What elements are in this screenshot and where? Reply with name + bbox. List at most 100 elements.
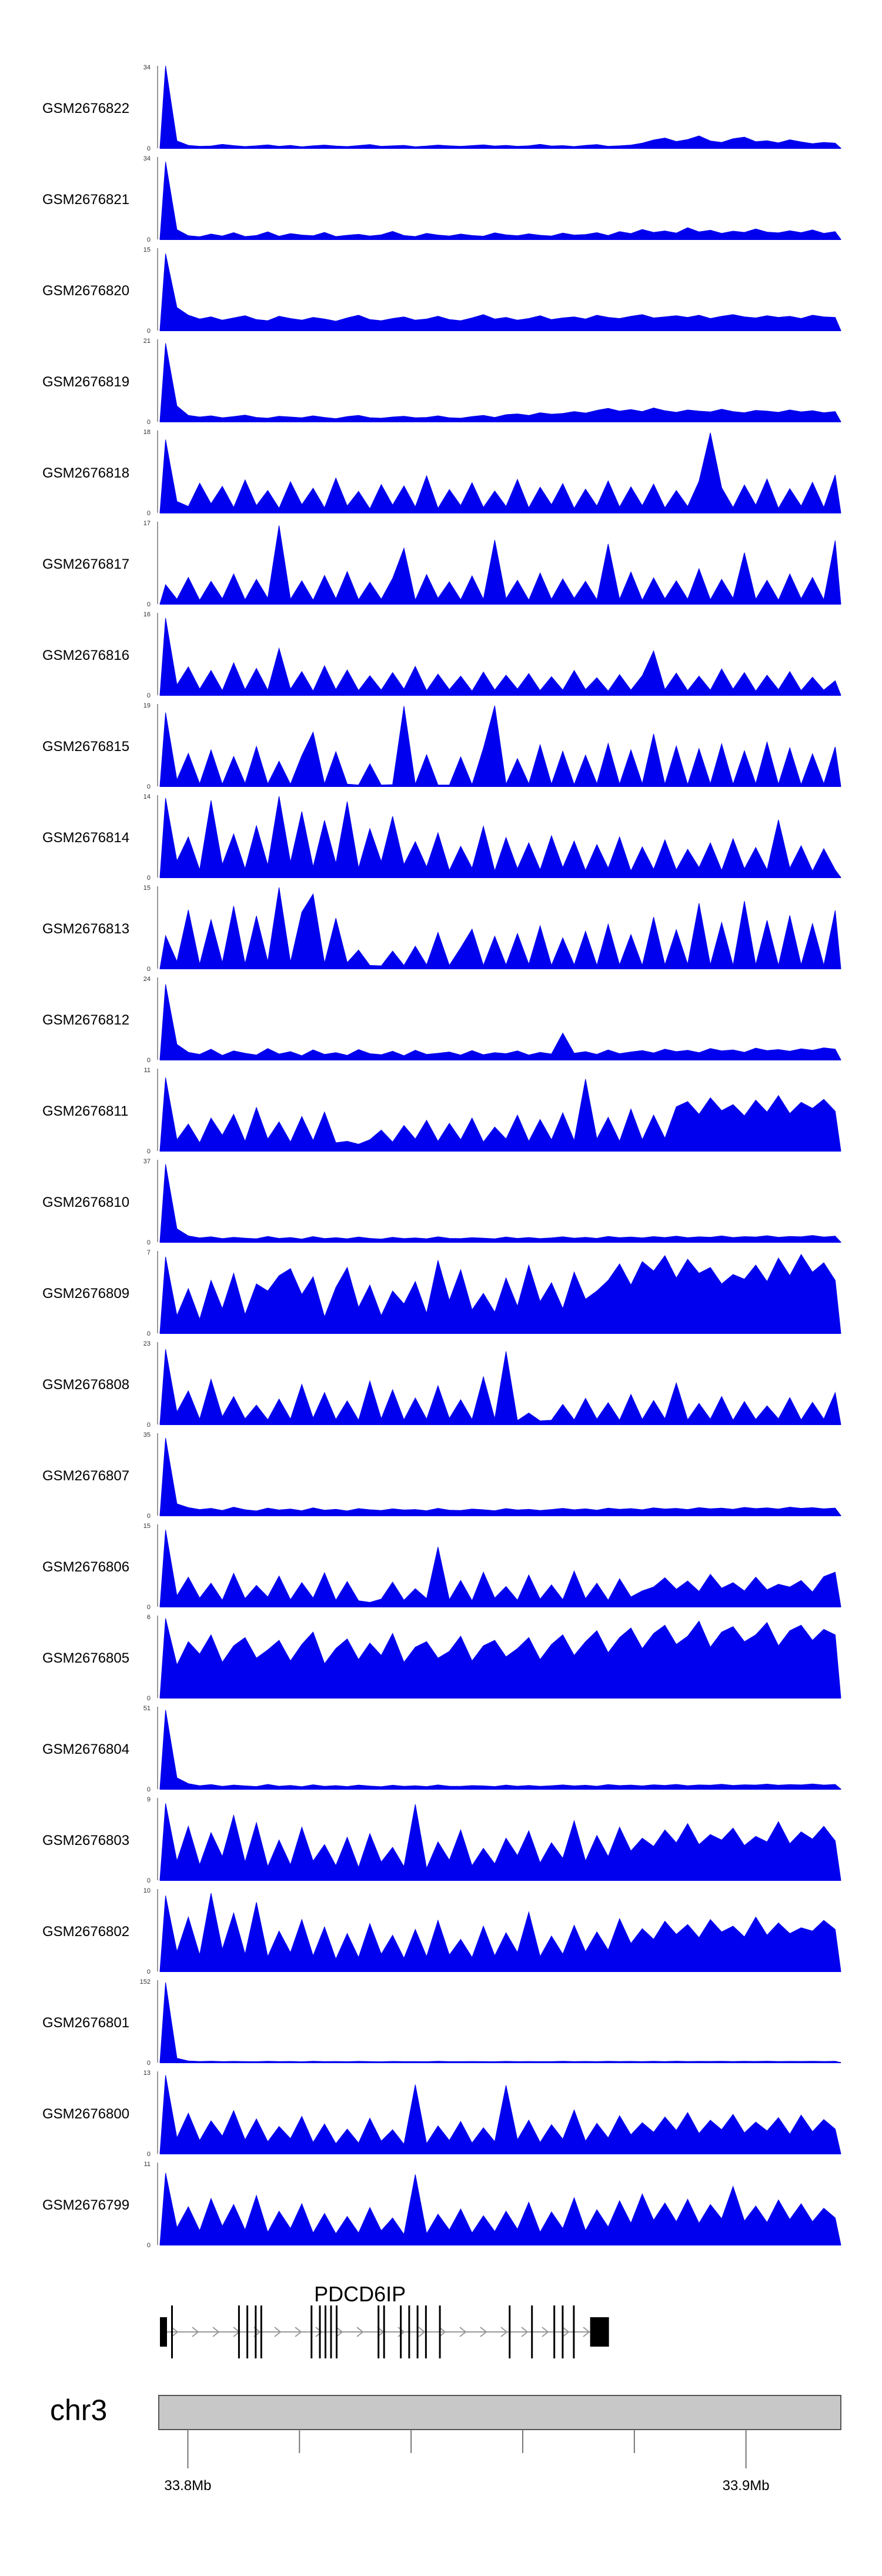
gene-exon xyxy=(171,2305,173,2358)
gene-name-label: PDCD6IP xyxy=(314,2282,406,2306)
track-y-min-label: 0 xyxy=(147,966,151,973)
track-coverage-area xyxy=(159,1982,841,2063)
track-GSM2676821: GSM2676821 34 0 xyxy=(42,155,841,243)
strand-arrow xyxy=(583,2327,590,2337)
track-y-max-label: 19 xyxy=(143,702,151,709)
track-GSM2676803: GSM2676803 9 0 xyxy=(42,1796,841,1884)
strand-arrow xyxy=(295,2327,302,2337)
track-GSM2676812: GSM2676812 24 0 xyxy=(42,976,841,1064)
gene-exon xyxy=(377,2305,380,2358)
track-coverage-area xyxy=(159,1437,841,1516)
track-label: GSM2676811 xyxy=(42,1103,128,1119)
track-GSM2676814: GSM2676814 14 0 xyxy=(42,793,841,882)
track-coverage-area xyxy=(159,705,841,787)
chromosome-ideogram: chr3 33.8Mb 33.9Mb xyxy=(50,2394,841,2494)
track-y-max-label: 11 xyxy=(144,2161,151,2168)
gene-exon xyxy=(319,2305,321,2358)
track-label: GSM2676814 xyxy=(42,830,129,846)
track-y-max-label: 152 xyxy=(140,1978,151,1986)
track-y-max-label: 34 xyxy=(143,155,151,162)
track-GSM2676799: GSM2676799 11 0 xyxy=(42,2161,841,2249)
gene-exon xyxy=(439,2305,441,2358)
track-coverage-area xyxy=(159,796,841,878)
gene-exon xyxy=(408,2305,410,2358)
track-y-max-label: 10 xyxy=(143,1887,151,1894)
track-label: GSM2676804 xyxy=(42,1741,129,1757)
track-y-min-label: 0 xyxy=(147,2242,151,2249)
track-GSM2676813: GSM2676813 15 0 xyxy=(42,885,841,973)
strand-arrow xyxy=(562,2327,570,2337)
track-label: GSM2676801 xyxy=(42,2015,129,2031)
chromosome-label: chr3 xyxy=(50,2394,107,2427)
gene-exon xyxy=(553,2305,556,2358)
track-GSM2676820: GSM2676820 15 0 xyxy=(42,246,841,335)
track-y-max-label: 17 xyxy=(143,520,151,527)
gene-exon xyxy=(562,2305,564,2358)
gene-exon xyxy=(400,2305,402,2358)
strand-arrow xyxy=(315,2327,323,2337)
track-y-min-label: 0 xyxy=(147,1057,151,1064)
strand-arrow xyxy=(418,2327,426,2337)
track-GSM2676816: GSM2676816 16 0 xyxy=(42,611,841,699)
track-GSM2676809: GSM2676809 7 0 xyxy=(42,1249,841,1337)
track-GSM2676805: GSM2676805 6 0 xyxy=(42,1614,841,1702)
track-coverage-area xyxy=(159,343,841,422)
track-GSM2676806: GSM2676806 15 0 xyxy=(42,1523,841,1611)
track-y-max-label: 7 xyxy=(147,1249,151,1256)
track-y-min-label: 0 xyxy=(147,1330,151,1337)
strand-arrow xyxy=(521,2327,529,2337)
strand-arrow xyxy=(500,2327,508,2337)
track-label: GSM2676815 xyxy=(42,739,129,755)
gene-exon xyxy=(325,2305,327,2358)
track-coverage-area xyxy=(159,1254,841,1334)
gene-exon xyxy=(255,2305,257,2358)
track-GSM2676802: GSM2676802 10 0 xyxy=(42,1887,841,1976)
track-y-min-label: 0 xyxy=(147,601,151,608)
track-label: GSM2676808 xyxy=(42,1377,129,1393)
track-label: GSM2676819 xyxy=(42,374,129,390)
track-coverage-area xyxy=(159,1164,842,1243)
track-y-max-label: 24 xyxy=(143,976,151,983)
strand-arrow xyxy=(274,2327,282,2337)
track-y-max-label: 37 xyxy=(143,1158,151,1165)
track-y-max-label: 13 xyxy=(143,2070,151,2077)
track-coverage-area xyxy=(159,1077,841,1152)
gene-exon xyxy=(238,2305,240,2358)
track-coverage-area xyxy=(159,1893,841,1972)
track-GSM2676800: GSM2676800 13 0 xyxy=(42,2070,841,2158)
track-coverage-area xyxy=(159,1618,841,1699)
gene-exon xyxy=(310,2305,313,2358)
track-coverage-area xyxy=(159,984,841,1060)
track-label: GSM2676807 xyxy=(42,1468,129,1484)
track-label: GSM2676809 xyxy=(42,1286,129,1302)
track-label: GSM2676800 xyxy=(42,2106,129,2122)
track-label: GSM2676813 xyxy=(42,921,129,937)
track-GSM2676811: GSM2676811 11 0 xyxy=(42,1067,841,1155)
coverage-tracks: GSM2676822340GSM2676821340GSM2676820150G… xyxy=(42,64,842,2249)
track-GSM2676822: GSM2676822 34 0 xyxy=(42,64,842,152)
gene-exon xyxy=(531,2305,533,2358)
track-y-min-label: 0 xyxy=(147,2060,151,2067)
track-label: GSM2676822 xyxy=(42,101,129,116)
strand-arrow xyxy=(336,2327,343,2337)
track-y-min-label: 0 xyxy=(147,1968,151,1976)
track-coverage-area xyxy=(159,618,841,696)
track-GSM2676810: GSM2676810 37 0 xyxy=(42,1158,842,1246)
gene-exons xyxy=(160,2305,609,2358)
track-coverage-area xyxy=(159,887,841,969)
track-coverage-area xyxy=(159,1530,841,1607)
track-y-min-label: 0 xyxy=(147,1695,151,1702)
track-y-min-label: 0 xyxy=(147,236,151,243)
track-GSM2676807: GSM2676807 35 0 xyxy=(42,1432,841,1520)
track-GSM2676817: GSM2676817 17 0 xyxy=(42,520,841,608)
track-y-max-label: 11 xyxy=(144,1067,151,1074)
track-coverage-area xyxy=(159,2075,841,2154)
gene-exon xyxy=(335,2305,338,2358)
track-y-min-label: 0 xyxy=(147,1877,151,1884)
track-y-min-label: 0 xyxy=(147,419,151,426)
strand-arrow xyxy=(356,2327,364,2337)
strand-arrow xyxy=(171,2327,179,2337)
chromosome-band xyxy=(158,2395,841,2430)
track-y-min-label: 0 xyxy=(147,2151,151,2158)
